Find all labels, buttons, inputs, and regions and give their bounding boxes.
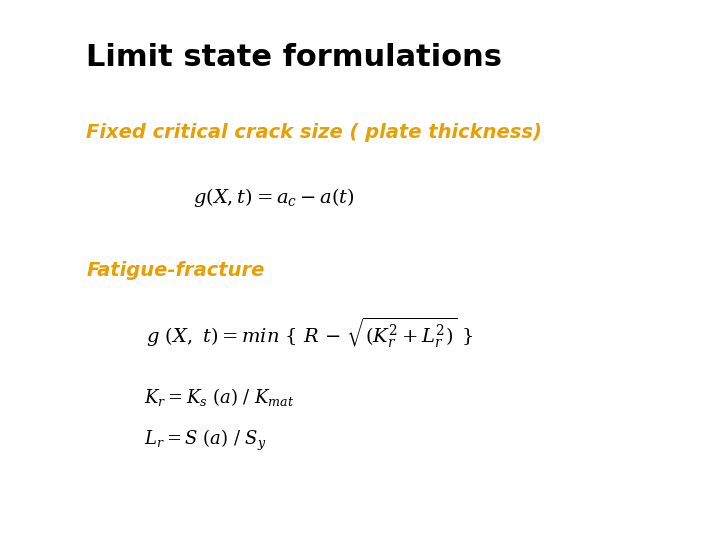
Text: Fixed critical crack size ( plate thickness): Fixed critical crack size ( plate thickn…: [86, 123, 542, 142]
Text: $g(X,t) = a_c - a(t)$: $g(X,t) = a_c - a(t)$: [193, 186, 354, 208]
Text: Fatigue-fracture: Fatigue-fracture: [86, 260, 265, 280]
Text: $g\ (X,\ t) = min\ \{\ R\ \mathrm{-}\ \sqrt{(K_r^2 + L_r^2)}\ \}$: $g\ (X,\ t) = min\ \{\ R\ \mathrm{-}\ \s…: [146, 315, 473, 349]
Text: $K_r = K_s\ (a)\ /\ K_{mat}$: $K_r = K_s\ (a)\ /\ K_{mat}$: [144, 386, 294, 408]
Text: Limit state formulations: Limit state formulations: [86, 43, 503, 72]
Text: $L_r = S\ (a)\ /\ S_y$: $L_r = S\ (a)\ /\ S_y$: [144, 428, 266, 453]
